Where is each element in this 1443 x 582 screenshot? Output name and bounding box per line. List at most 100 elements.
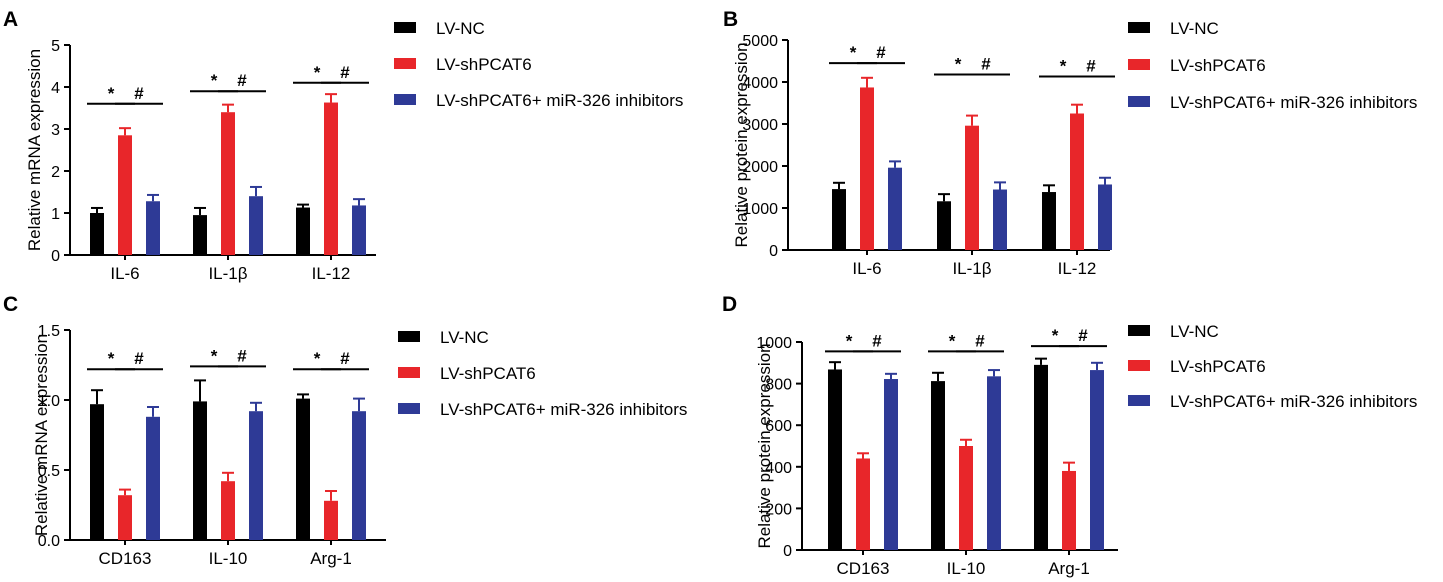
significance-marker: # (975, 331, 985, 350)
significance-marker: * (314, 63, 321, 82)
legend-label: LV-NC (440, 328, 489, 347)
legend-swatch (1128, 96, 1150, 107)
significance-marker: # (1086, 57, 1096, 76)
legend-swatch (1128, 22, 1150, 33)
legend-label: LV-shPCAT6 (1170, 56, 1266, 75)
significance-marker: # (340, 349, 350, 368)
y-tick-label: 0 (51, 248, 60, 265)
bar (884, 379, 898, 550)
significance-marker: # (237, 346, 247, 365)
significance-marker: * (949, 331, 956, 350)
bar (146, 416, 160, 540)
bar (352, 411, 366, 540)
bar (888, 167, 902, 250)
x-tick-label: IL-12 (312, 264, 351, 283)
legend-swatch (394, 22, 416, 33)
x-tick-label: IL-6 (110, 264, 139, 283)
legend-swatch (398, 367, 420, 378)
x-tick-label: IL-6 (852, 259, 881, 278)
x-tick-label: CD163 (99, 549, 152, 568)
bar (118, 135, 132, 255)
significance-marker: # (134, 84, 144, 103)
significance-marker: * (955, 54, 962, 73)
significance-marker: * (211, 346, 218, 365)
x-tick-label: Arg-1 (310, 549, 352, 568)
y-tick-label: 1000 (756, 335, 792, 352)
legend-label: LV-shPCAT6+ miR-326 inhibitors (1170, 392, 1417, 411)
bar (249, 411, 263, 540)
y-axis-label: Relative protein expression (732, 42, 751, 247)
significance-marker: # (872, 331, 882, 350)
panel-letter: C (3, 293, 18, 316)
bar (324, 102, 338, 255)
bar (296, 207, 310, 255)
significance-marker: # (1078, 326, 1088, 345)
y-tick-label: 4 (51, 80, 60, 97)
bar (296, 398, 310, 540)
significance-marker: # (134, 349, 144, 368)
y-tick-label: 3000 (742, 117, 778, 134)
bar (193, 215, 207, 255)
y-tick-label: 2 (51, 164, 60, 181)
significance-marker: * (1060, 57, 1067, 76)
y-tick-label: 4000 (742, 75, 778, 92)
x-tick-label: Arg-1 (1048, 559, 1090, 578)
y-tick-label: 0.5 (38, 463, 60, 480)
bar (221, 481, 235, 540)
legend-label: LV-shPCAT6+ miR-326 inhibitors (440, 400, 687, 419)
y-tick-label: 0.0 (38, 533, 60, 550)
panel-letter: B (723, 8, 738, 31)
legend-swatch (1128, 395, 1150, 406)
bar (965, 125, 979, 250)
bar (146, 201, 160, 255)
bar (118, 495, 132, 540)
y-tick-label: 1.5 (38, 323, 60, 340)
legend-swatch (1128, 360, 1150, 371)
legend-label: LV-NC (1170, 322, 1219, 341)
significance-marker: # (981, 54, 991, 73)
y-axis-label: Relative mRNA expression (25, 49, 44, 251)
panel-letter: A (3, 8, 18, 31)
x-tick-label: IL-10 (947, 559, 986, 578)
bar (324, 500, 338, 540)
y-tick-label: 1000 (742, 201, 778, 218)
bar (832, 189, 846, 250)
y-tick-label: 5 (51, 38, 60, 55)
x-tick-label: IL-1β (952, 259, 991, 278)
significance-marker: * (846, 331, 853, 350)
bar (1098, 184, 1112, 250)
bar (90, 213, 104, 255)
bar (856, 458, 870, 550)
y-tick-label: 800 (765, 377, 792, 394)
bar (193, 401, 207, 540)
y-tick-label: 1.0 (38, 393, 60, 410)
significance-marker: * (314, 349, 321, 368)
bar (931, 381, 945, 550)
bar (249, 196, 263, 255)
y-tick-label: 0 (769, 243, 778, 260)
significance-marker: # (237, 71, 247, 90)
legend-label: LV-shPCAT6 (1170, 357, 1266, 376)
y-tick-label: 3 (51, 122, 60, 139)
y-axis-label: Relative mRNA expression (32, 334, 51, 536)
panel-letter: D (722, 293, 737, 316)
legend-label: LV-NC (436, 19, 485, 38)
y-tick-label: 5000 (742, 33, 778, 50)
bar (1042, 192, 1056, 250)
y-tick-label: 0 (783, 543, 792, 560)
legend-swatch (398, 403, 420, 414)
significance-marker: * (108, 84, 115, 103)
bar (352, 205, 366, 255)
legend-swatch (398, 331, 420, 342)
y-tick-label: 400 (765, 460, 792, 477)
legend-swatch (1128, 325, 1150, 336)
bar (937, 201, 951, 250)
bar (993, 189, 1007, 250)
bar (959, 446, 973, 550)
x-tick-label: IL-10 (209, 549, 248, 568)
chart-panel-A: A 0 1 2 3 4 5 Relative mRNA expression IL-6 IL-1β… (3, 8, 683, 283)
legend-label: LV-shPCAT6 (440, 364, 536, 383)
